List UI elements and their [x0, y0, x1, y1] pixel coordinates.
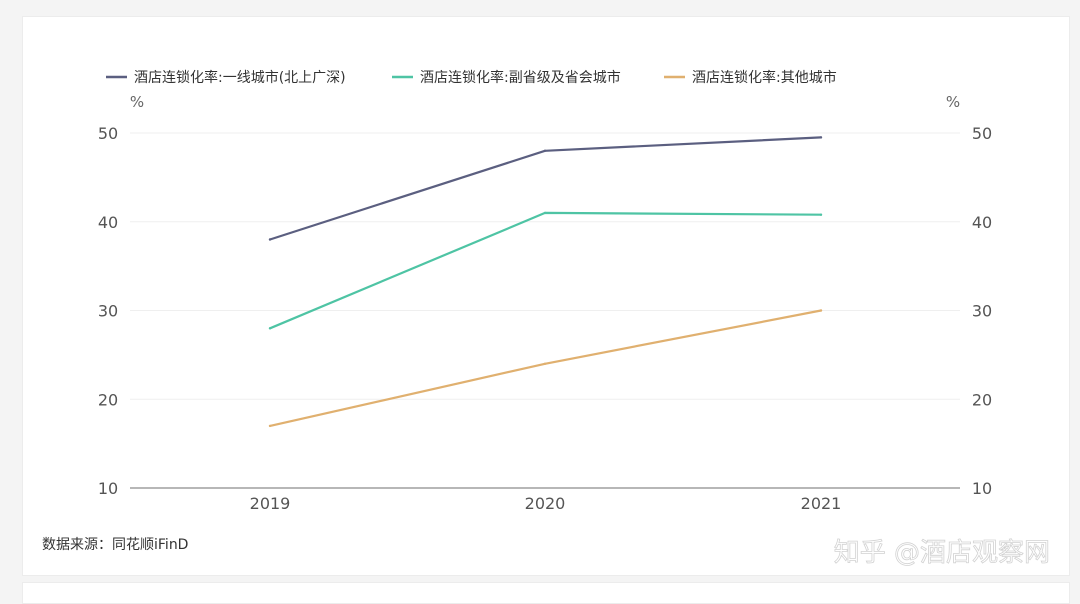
y-tick-right-50: 50 [972, 124, 992, 143]
data-point-s1-2019 [268, 238, 272, 241]
y-tick-left-10: 10 [98, 479, 118, 498]
data-point-s3-2021 [819, 309, 823, 312]
data-point-s2-2021 [819, 213, 823, 216]
data-point-s1-2021 [819, 136, 823, 139]
y-tick-left-20: 20 [98, 390, 118, 409]
legend-label-2: 酒店连锁化率:副省级及省会城市 [420, 69, 621, 86]
data-point-s3-2019 [268, 424, 272, 428]
chart-card [22, 16, 1070, 576]
y-axis-left: 10 20 30 40 50 [98, 124, 118, 498]
series-lines [268, 136, 823, 428]
data-point-s2-2020 [543, 211, 547, 215]
data-point-s1-2020 [543, 149, 547, 152]
legend-label-3: 酒店连锁化率:其他城市 [692, 69, 837, 86]
legend-label-1: 酒店连锁化率:一线城市(北上广深) [134, 69, 346, 86]
y-tick-right-10: 10 [972, 479, 992, 498]
y-tick-left-40: 40 [98, 213, 118, 232]
data-point-s2-2019 [268, 327, 272, 330]
x-tick-2020: 2020 [525, 494, 566, 513]
x-axis: 2019 2020 2021 [250, 494, 842, 513]
x-tick-2019: 2019 [250, 494, 291, 513]
series-line-3 [268, 309, 823, 427]
data-point-s3-2020 [543, 362, 547, 365]
y-unit-right: % [946, 93, 960, 111]
y-tick-right-20: 20 [972, 390, 992, 409]
y-tick-right-40: 40 [972, 213, 992, 232]
legend: 酒店连锁化率:一线城市(北上广深) 酒店连锁化率:副省级及省会城市 酒店连锁化率:其… [106, 69, 837, 86]
grid-lines [130, 132, 960, 489]
watermark: 知乎 @酒店观察网 [834, 538, 1050, 568]
y-tick-left-30: 30 [98, 302, 118, 321]
x-tick-2021: 2021 [801, 494, 842, 513]
source-note: 数据来源：同花顺iFinD [42, 537, 188, 553]
y-tick-right-30: 30 [972, 302, 992, 321]
y-tick-left-50: 50 [98, 124, 118, 143]
series-line-1 [268, 136, 823, 241]
y-unit-left: % [130, 93, 144, 111]
y-axis-right: 10 20 30 40 50 [972, 124, 992, 498]
